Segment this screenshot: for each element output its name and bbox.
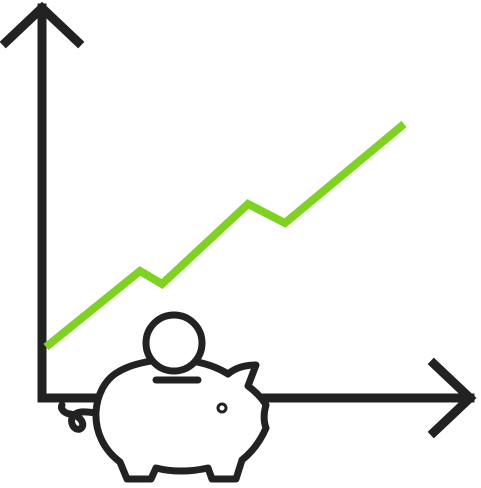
x-axis-arrowhead [427,357,477,439]
piggy-bank-icon [58,311,270,483]
growth-line-icon [43,120,407,351]
piggy-eye [216,402,228,414]
y-axis-arrowhead [0,1,85,49]
coin-icon [142,311,206,375]
piggy-tail [58,401,101,433]
